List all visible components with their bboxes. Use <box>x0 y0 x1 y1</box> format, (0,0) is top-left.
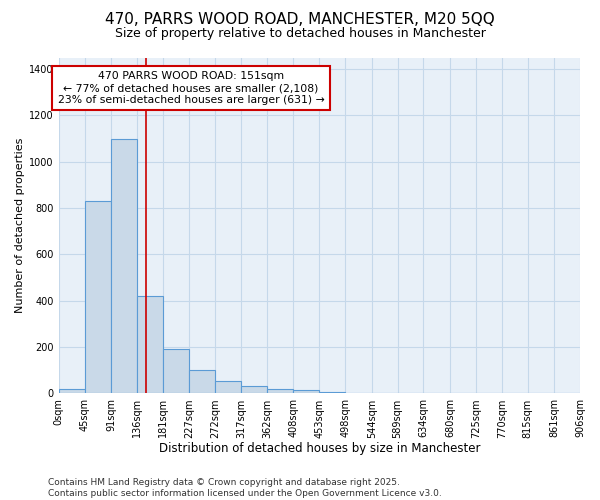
Bar <box>59 389 85 394</box>
Y-axis label: Number of detached properties: Number of detached properties <box>15 138 25 313</box>
Bar <box>189 370 215 394</box>
Text: 470, PARRS WOOD ROAD, MANCHESTER, M20 5QQ: 470, PARRS WOOD ROAD, MANCHESTER, M20 5Q… <box>105 12 495 28</box>
Bar <box>241 386 267 394</box>
Bar <box>293 390 319 394</box>
Bar <box>163 350 189 394</box>
Bar <box>85 201 111 394</box>
Bar <box>111 138 137 394</box>
Text: Contains HM Land Registry data © Crown copyright and database right 2025.
Contai: Contains HM Land Registry data © Crown c… <box>48 478 442 498</box>
Text: 470 PARRS WOOD ROAD: 151sqm
← 77% of detached houses are smaller (2,108)
23% of : 470 PARRS WOOD ROAD: 151sqm ← 77% of det… <box>58 72 325 104</box>
Bar <box>215 380 241 394</box>
X-axis label: Distribution of detached houses by size in Manchester: Distribution of detached houses by size … <box>158 442 480 455</box>
Text: Size of property relative to detached houses in Manchester: Size of property relative to detached ho… <box>115 28 485 40</box>
Bar <box>267 389 293 394</box>
Bar <box>137 296 163 394</box>
Bar <box>319 392 345 394</box>
